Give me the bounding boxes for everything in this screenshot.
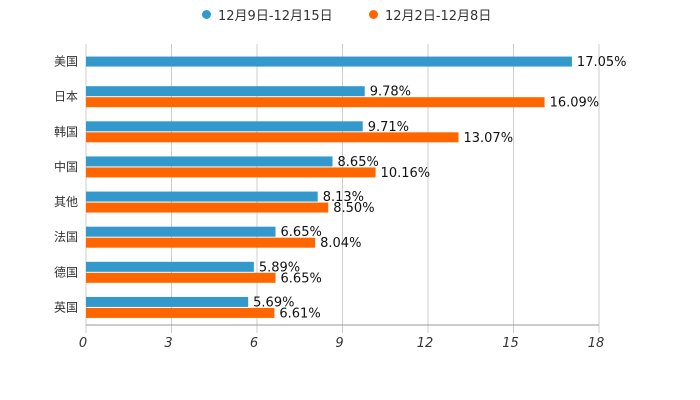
x-tick-label: 12 bbox=[417, 336, 434, 351]
value-label-series-2: 8.50% bbox=[333, 201, 374, 216]
bar-series-2[interactable] bbox=[86, 202, 329, 213]
category-label: 其他 bbox=[54, 195, 78, 209]
x-tick-label: 15 bbox=[502, 336, 519, 351]
category-label: 中国 bbox=[54, 159, 78, 174]
value-label-series-1: 9.78% bbox=[370, 85, 411, 100]
legend: 12月9日-12月15日 12月2日-12月8日 bbox=[0, 4, 700, 24]
bar-series-2[interactable] bbox=[86, 237, 316, 248]
value-label-series-1: 8.65% bbox=[338, 155, 379, 170]
value-label-series-1: 8.13% bbox=[323, 190, 364, 205]
value-label-series-2: 13.07% bbox=[463, 131, 513, 146]
bar-series-2[interactable] bbox=[86, 132, 459, 143]
x-tick-label: 3 bbox=[164, 336, 172, 351]
value-label-series-2: 6.65% bbox=[281, 271, 322, 286]
value-label-series-1: 5.69% bbox=[253, 295, 294, 310]
legend-item-series-1[interactable]: 12月9日-12月15日 bbox=[202, 4, 333, 24]
x-axis: 0 3 6 9 12 15 18 bbox=[79, 324, 605, 351]
bar-series-1[interactable] bbox=[86, 156, 333, 167]
value-label-series-1: 17.05% bbox=[577, 55, 627, 70]
value-label-series-1: 5.89% bbox=[259, 260, 300, 275]
bar-series-2[interactable] bbox=[86, 97, 545, 108]
value-label-series-1: 6.65% bbox=[281, 225, 322, 240]
bar-series-2[interactable] bbox=[86, 307, 275, 318]
bar-series-1[interactable] bbox=[86, 261, 254, 272]
value-labels: 17.05% 9.78% 16.09% 9.71% 13.07% 8.65%10.16% 8… bbox=[253, 55, 626, 321]
x-tick-label: 6 bbox=[250, 336, 258, 351]
category-label: 美国 bbox=[54, 55, 78, 69]
value-label-series-2: 6.61% bbox=[279, 306, 320, 321]
legend-label-series-1: 12月9日-12月15日 bbox=[218, 8, 333, 24]
legend-marker-series-2 bbox=[369, 9, 378, 19]
category-label: 英国 bbox=[54, 300, 78, 314]
category-label: 法国 bbox=[54, 230, 78, 244]
legend-marker-series-1 bbox=[202, 9, 211, 19]
bar-series-1[interactable] bbox=[86, 191, 318, 202]
bar-series-1[interactable] bbox=[86, 121, 363, 132]
legend-item-series-2[interactable]: 12月2日-12月8日 bbox=[369, 4, 491, 24]
value-label-series-1: 9.71% bbox=[368, 120, 409, 135]
bar-series-1[interactable] bbox=[86, 296, 249, 307]
legend-label-series-2: 12月2日-12月8日 bbox=[385, 8, 492, 24]
bar-series-1[interactable] bbox=[86, 56, 572, 67]
value-label-series-2: 10.16% bbox=[381, 166, 431, 181]
bar-series-1[interactable] bbox=[86, 226, 276, 237]
category-label: 韩国 bbox=[54, 124, 78, 139]
bar-series-2[interactable] bbox=[86, 272, 276, 283]
bar-series-2[interactable] bbox=[86, 167, 376, 178]
category-label: 德国 bbox=[54, 264, 78, 279]
value-label-series-2: 16.09% bbox=[550, 96, 600, 111]
x-tick-label: 0 bbox=[79, 336, 87, 351]
value-label-series-2: 8.04% bbox=[320, 236, 361, 251]
x-tick-label: 9 bbox=[335, 336, 343, 351]
category-label: 日本 bbox=[54, 90, 78, 104]
x-tick-label: 18 bbox=[588, 336, 605, 351]
bar-series-1[interactable] bbox=[86, 86, 365, 97]
bars bbox=[86, 56, 572, 318]
